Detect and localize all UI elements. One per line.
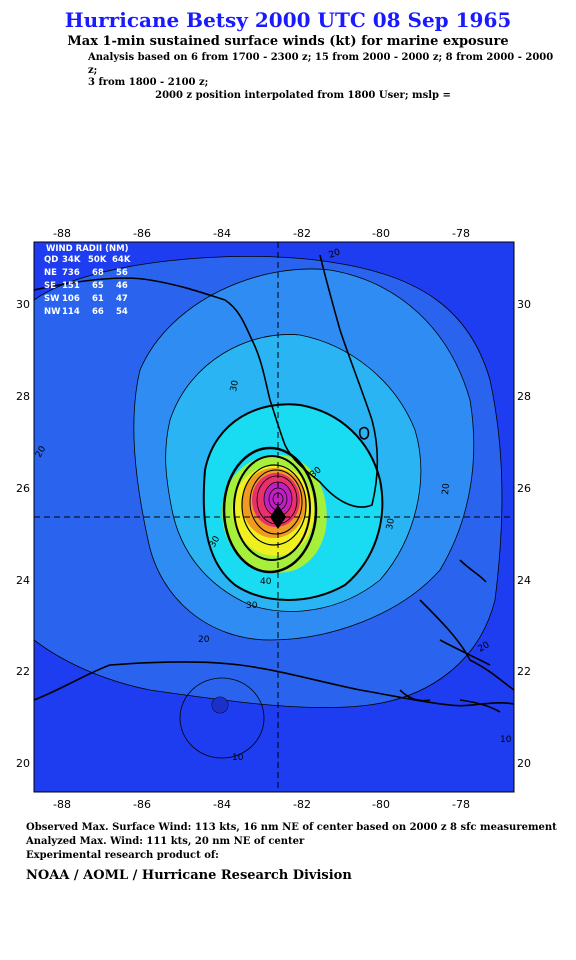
lon-tick-bottom: -86 [133, 798, 151, 811]
contour-lines [34, 255, 503, 759]
wind-radii-cell: 65 [92, 281, 104, 291]
contour-label: 20 [198, 635, 210, 645]
lon-tick-bottom: -80 [372, 798, 390, 811]
contour-label: 30 [229, 379, 241, 392]
wind-radii-cell: 68 [92, 268, 104, 278]
lat-tick-right: 24 [517, 574, 531, 587]
lon-tick-bottom: -82 [293, 798, 311, 811]
lat-tick-right: 28 [517, 390, 531, 403]
contour-label: 30 [246, 601, 258, 611]
contour-label: 10 [232, 753, 244, 763]
wind-radii-cell: 54 [116, 307, 128, 317]
lon-tick-top: -80 [372, 227, 390, 240]
lat-tick-left: 22 [16, 665, 30, 678]
lon-tick-top: -88 [53, 227, 71, 240]
wind-radii-header-34k: 34K [62, 255, 81, 265]
wind-radii-cell: 736 [62, 268, 80, 278]
lon-tick-bottom: -88 [53, 798, 71, 811]
map-title: Hurricane Betsy 2000 UTC 08 Sep 1965 [64, 8, 512, 32]
wind-radii-cell: NE [44, 268, 57, 278]
lon-tick-bottom: -78 [452, 798, 470, 811]
wind-radii-table: WIND RADII (NM) QD 34K 50K 64K NE 736 68… [44, 244, 131, 317]
storm-center-marker [270, 505, 286, 529]
wind-radii-cell: 47 [116, 294, 128, 304]
wind-radii-header-64k: 64K [112, 255, 131, 265]
wind-radii-cell: 46 [116, 281, 128, 291]
map-subtitle: Max 1-min sustained surface winds (kt) f… [67, 34, 509, 49]
lat-tick-right: 30 [517, 298, 531, 311]
analyzed-wind-note: Analyzed Max. Wind: 111 kts, 20 nm NE of… [26, 836, 305, 847]
division-credit: NOAA / AOML / Hurricane Research Divisio… [26, 868, 352, 883]
wind-radii-title: WIND RADII (NM) [46, 244, 129, 254]
wind-radii-cell: 66 [92, 307, 104, 317]
wind-radii-cell: 56 [116, 268, 128, 278]
wind-radii-cell: 106 [62, 294, 80, 304]
wind-radii-cell: 114 [62, 307, 80, 317]
wind-field: 20 20 20 20 30 30 30 30 40 30 10 10 20 W… [34, 242, 514, 792]
experimental-note: Experimental research product of: [26, 850, 219, 861]
coastlines [34, 254, 514, 713]
lon-tick-top: -86 [133, 227, 151, 240]
analysis-line-2: 3 from 1800 - 2100 z; [88, 77, 209, 88]
cuba-low-wind-pocket [212, 697, 228, 713]
lat-tick-left: 20 [16, 757, 30, 770]
lat-tick-left: 30 [16, 298, 30, 311]
analysis-notes: Analysis based on 6 from 1700 - 2300 z; … [88, 52, 558, 102]
lat-tick-right: 22 [517, 665, 531, 678]
analysis-line-1: Analysis based on 6 from 1700 - 2300 z; … [88, 52, 554, 76]
contour-label: 20 [328, 247, 342, 260]
lon-tick-top: -78 [452, 227, 470, 240]
lat-tick-right: 20 [517, 757, 531, 770]
lon-tick-top: -82 [293, 227, 311, 240]
wind-radii-header-qd: QD [44, 255, 58, 265]
wind-radii-cell: SE [44, 281, 56, 291]
contour-label: 10 [500, 735, 512, 745]
wind-radii-cell: 151 [62, 281, 80, 291]
contour-label: 20 [441, 483, 452, 496]
wind-radii-cell: NW [44, 307, 61, 317]
lat-tick-right: 26 [517, 482, 531, 495]
contour-label: 30 [385, 517, 397, 530]
lat-tick-left: 24 [16, 574, 30, 587]
wind-radii-header-50k: 50K [88, 255, 107, 265]
map-frame [33, 241, 515, 793]
observed-wind-note: Observed Max. Surface Wind: 113 kts, 16 … [26, 822, 557, 833]
lon-tick-bottom: -84 [213, 798, 231, 811]
lat-tick-left: 28 [16, 390, 30, 403]
axis-labels: -88 -86 -84 -82 -80 -78 -88 -86 -84 -82 … [16, 227, 531, 811]
wind-radii-cell: SW [44, 294, 60, 304]
wind-radii-cell: 61 [92, 294, 104, 304]
contour-label: 40 [260, 577, 272, 587]
lat-tick-left: 26 [16, 482, 30, 495]
analysis-line-3: 2000 z position interpolated from 1800 U… [155, 89, 451, 101]
lon-tick-top: -84 [213, 227, 231, 240]
